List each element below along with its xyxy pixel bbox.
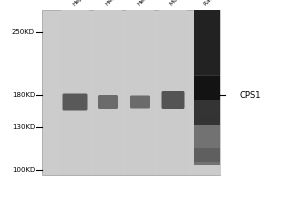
Text: Hela: Hela (136, 0, 149, 7)
Bar (194, 114, 220, 122)
Bar (194, 125, 220, 165)
FancyBboxPatch shape (98, 95, 118, 109)
Bar (42, 10, 220, 175)
Bar (194, 148, 220, 162)
Text: CPS1: CPS1 (239, 90, 260, 99)
Bar (194, 76, 220, 100)
Text: 130KD: 130KD (12, 124, 35, 130)
Bar (159, 10, 187, 175)
Bar (126, 10, 154, 175)
Text: HepG2: HepG2 (71, 0, 89, 7)
Text: 100KD: 100KD (12, 167, 35, 173)
Text: H460: H460 (104, 0, 119, 7)
Text: 180KD: 180KD (12, 92, 35, 98)
Text: 250KD: 250KD (12, 29, 35, 35)
Bar (194, 10, 220, 75)
Text: Mouse liver: Mouse liver (169, 0, 197, 7)
FancyBboxPatch shape (130, 96, 150, 108)
Bar (61, 10, 89, 175)
FancyBboxPatch shape (62, 94, 88, 110)
Text: Rat liver: Rat liver (203, 0, 224, 7)
Bar (94, 10, 122, 175)
Bar (193, 10, 221, 175)
Bar (194, 75, 220, 125)
FancyBboxPatch shape (161, 91, 184, 109)
